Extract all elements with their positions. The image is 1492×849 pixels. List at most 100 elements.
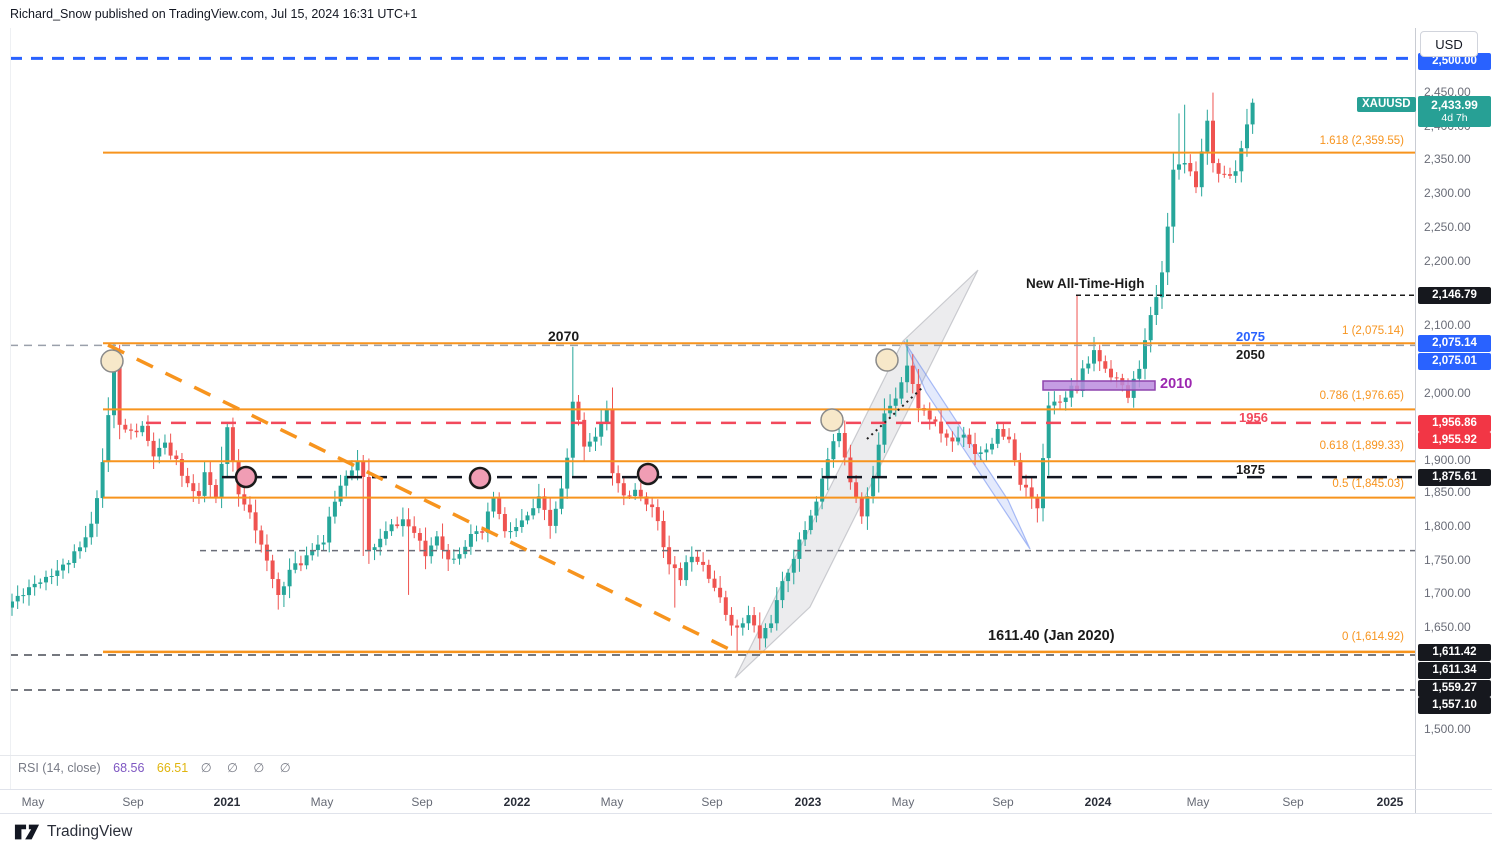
axis-corner — [1415, 790, 1492, 814]
candle-body — [389, 524, 394, 532]
price-tick-label: 2,200.00 — [1424, 254, 1471, 268]
dotted-trend-segment[interactable] — [866, 387, 923, 440]
price-level-badge: 2,146.79 — [1418, 286, 1491, 304]
price-level-badge: 1,955.92 — [1418, 431, 1491, 449]
price-tick-label: 2,000.00 — [1424, 386, 1471, 400]
candle-body — [599, 423, 604, 437]
candle-body — [310, 550, 315, 556]
candle-body — [112, 367, 116, 416]
candle-body — [882, 413, 887, 445]
zone-label-2010: 2010 — [1160, 376, 1193, 392]
marker-circle-feb-2023-high[interactable] — [820, 408, 844, 432]
time-tick-label: May — [21, 795, 45, 809]
price-tick-label: 1,800.00 — [1424, 519, 1471, 533]
candle-body — [497, 497, 502, 514]
candle-body — [1114, 377, 1119, 379]
time-tick-label: May — [1186, 795, 1210, 809]
candle-body — [672, 564, 677, 569]
level-label-1956: 1956 — [1239, 410, 1268, 425]
candle-body — [78, 547, 82, 552]
descending-trendline[interactable] — [107, 343, 734, 653]
candle-body — [933, 419, 938, 422]
candle-body — [644, 496, 649, 505]
candle-body — [253, 512, 258, 531]
candle-body — [287, 569, 292, 587]
support-zone-2010[interactable] — [1042, 380, 1156, 391]
candle-body — [893, 398, 898, 406]
time-tick-label: Sep — [411, 795, 433, 809]
candle-body — [38, 582, 43, 584]
candle-body — [763, 628, 768, 639]
candle-body — [298, 563, 303, 566]
candle-body — [638, 489, 643, 497]
candle-body — [1035, 498, 1040, 509]
candle-body — [723, 597, 728, 615]
candle-body — [123, 424, 128, 430]
descending-channel-blue[interactable] — [903, 340, 1031, 550]
candle-body — [259, 530, 264, 545]
candle-body — [1154, 297, 1159, 315]
candle-body — [1250, 102, 1255, 125]
fib-level-label: 0.786 (1,976.65) — [1319, 390, 1404, 402]
currency-toggle-button[interactable]: USD — [1420, 31, 1478, 57]
candle-body — [780, 581, 785, 601]
candle-body — [1228, 174, 1232, 176]
tradingview-logo-link[interactable]: TradingView — [14, 822, 132, 842]
candle-body — [950, 437, 955, 442]
candle-body — [366, 477, 371, 550]
pane-separator[interactable] — [0, 755, 1415, 756]
marker-circle-aug-2020-high[interactable] — [100, 349, 124, 373]
candle-body — [899, 382, 904, 399]
marker-circle-1875-test-2[interactable] — [468, 466, 492, 490]
marker-circle-1875-test-1[interactable] — [234, 465, 258, 489]
candlestick-series — [10, 92, 1255, 652]
fib-level-label: 0 (1,614.92) — [1341, 631, 1404, 643]
fib-level-label: 1 (2,075.14) — [1341, 325, 1404, 337]
level-label-2050: 2050 — [1236, 347, 1265, 362]
candle-body — [502, 514, 507, 532]
candle-body — [117, 367, 122, 425]
candle-body — [151, 440, 156, 457]
time-tick-label: Sep — [122, 795, 144, 809]
candle-body — [225, 427, 230, 464]
candle-body — [129, 429, 133, 431]
candle-body — [910, 365, 915, 384]
price-level-badge: 1,557.10 — [1418, 696, 1491, 714]
marker-circle-1875-test-3[interactable] — [636, 462, 660, 486]
candle-body — [803, 530, 808, 540]
candle-body — [1109, 368, 1113, 378]
candle-body — [961, 434, 966, 438]
rsi-indicator-row[interactable]: RSI (14, close) 68.56 66.51 ∅ ∅ ∅ ∅ — [18, 760, 306, 775]
time-axis[interactable]: May Sep 2021 May Sep 2022 May Sep 2023 May Sep 2024… — [0, 789, 1492, 814]
candle-body — [32, 583, 37, 588]
candle-body — [1216, 163, 1221, 174]
chart-canvas[interactable] — [0, 0, 1492, 813]
candle-body — [1069, 385, 1074, 398]
candle-body — [967, 434, 972, 445]
candle-body — [576, 401, 581, 420]
price-axis[interactable]: 2,450.002,400.002,350.002,300.002,250.00… — [1415, 28, 1492, 813]
price-tick-label: 1,750.00 — [1424, 553, 1471, 567]
candle-body — [633, 489, 638, 496]
candle-body — [531, 508, 536, 516]
candle-body — [1012, 439, 1017, 461]
candle-body — [355, 461, 360, 471]
candle-body — [712, 578, 717, 588]
rsi-ma-value: 66.51 — [156, 761, 189, 775]
candle-body — [1046, 405, 1051, 459]
candle-body — [179, 459, 184, 476]
candle-body — [327, 516, 332, 543]
marker-circle-apr-2023-high[interactable] — [875, 348, 899, 372]
candle-body — [519, 520, 524, 527]
candle-body — [604, 410, 609, 423]
candle-body — [134, 430, 139, 433]
candle-body — [559, 488, 564, 509]
candle-body — [655, 507, 660, 522]
candle-body — [610, 410, 615, 474]
candle-body — [1103, 361, 1108, 369]
candle-body — [208, 472, 213, 485]
candle-body — [1029, 487, 1034, 499]
candle-body — [1222, 173, 1227, 175]
candle-body — [695, 556, 700, 562]
candle-body — [434, 536, 439, 546]
